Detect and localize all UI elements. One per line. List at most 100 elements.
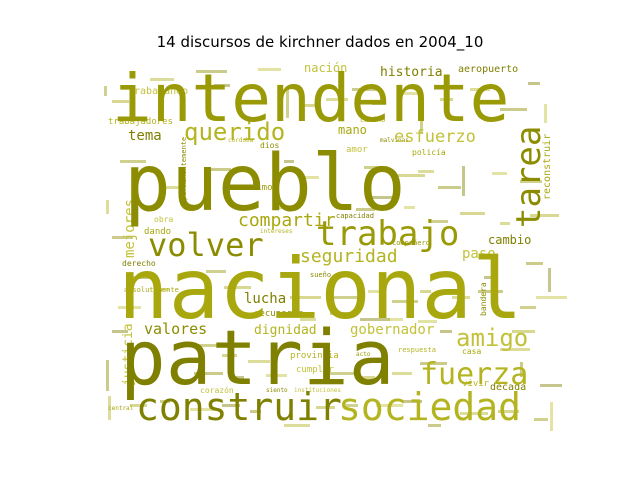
word-pueblo: pueblo xyxy=(124,139,406,229)
filler-mark xyxy=(372,102,386,105)
filler-mark xyxy=(500,108,527,111)
word-trabajo: trabajo xyxy=(316,214,459,254)
filler-mark xyxy=(300,318,316,321)
word-derecho: derecho xyxy=(122,259,156,268)
filler-mark xyxy=(460,412,488,415)
filler-mark xyxy=(194,372,223,375)
filler-mark xyxy=(550,402,553,431)
filler-mark xyxy=(478,290,503,293)
word-tarea: tarea xyxy=(509,126,549,228)
word-seguridad: seguridad xyxy=(300,246,398,267)
filler-mark xyxy=(364,166,388,169)
filler-mark xyxy=(156,288,169,291)
word-amor: amor xyxy=(346,145,368,155)
filler-mark xyxy=(196,344,226,347)
filler-mark xyxy=(402,400,422,403)
filler-mark xyxy=(520,306,536,309)
filler-mark xyxy=(368,290,385,293)
filler-mark xyxy=(196,70,227,73)
word-reconstruir: reconstruir xyxy=(542,134,553,200)
word-recuperar: recuperar xyxy=(254,309,303,319)
filler-mark xyxy=(316,406,335,409)
filler-mark xyxy=(372,196,398,199)
word-dando: dando xyxy=(144,227,171,237)
word-policía: policía xyxy=(412,148,446,157)
filler-mark xyxy=(112,330,128,333)
filler-mark xyxy=(540,384,562,387)
filler-mark xyxy=(420,290,431,293)
filler-mark xyxy=(548,268,551,292)
word-cariño: cariño xyxy=(360,116,385,124)
filler-mark xyxy=(330,312,353,315)
word-absolutamente: absolutamente xyxy=(124,286,179,294)
word-casa: casa xyxy=(462,347,481,356)
filler-mark xyxy=(470,88,490,91)
filler-mark xyxy=(440,98,453,101)
word-paso: paso xyxy=(462,246,496,262)
filler-mark xyxy=(214,84,230,87)
word-vivir: vivir xyxy=(462,379,490,389)
word-patria: patria xyxy=(120,313,395,402)
word-corazón: corazón xyxy=(200,385,234,395)
filler-mark xyxy=(290,296,321,299)
filler-mark xyxy=(526,262,543,265)
word-volver: volver xyxy=(148,226,264,264)
filler-texture xyxy=(104,68,567,431)
filler-mark xyxy=(248,360,270,363)
word-respuesta: respuesta xyxy=(398,346,436,354)
word-trabajadores: trabajadores xyxy=(108,117,173,127)
filler-mark xyxy=(150,170,161,173)
filler-mark xyxy=(150,78,174,81)
filler-mark xyxy=(420,106,423,134)
filler-mark xyxy=(462,166,465,196)
filler-mark xyxy=(500,222,510,225)
filler-mark xyxy=(534,418,548,421)
filler-mark xyxy=(250,410,261,413)
word-provincia: provincia xyxy=(290,351,339,361)
word-dignidad: dignidad xyxy=(254,323,317,338)
filler-mark xyxy=(230,376,244,379)
filler-mark xyxy=(128,276,156,279)
filler-mark xyxy=(206,168,231,171)
filler-mark xyxy=(224,286,251,289)
filler-mark xyxy=(520,180,542,183)
word-siento: siento xyxy=(266,387,288,394)
filler-mark xyxy=(326,98,348,101)
word-sociedad: sociedad xyxy=(338,385,521,429)
filler-mark xyxy=(352,88,381,91)
filler-mark xyxy=(388,318,403,321)
filler-mark xyxy=(520,362,523,377)
word-nación: nación xyxy=(304,61,347,75)
filler-mark xyxy=(356,208,375,211)
filler-mark xyxy=(512,330,535,333)
word-bandera: bandera xyxy=(479,282,488,316)
filler-mark xyxy=(452,296,470,299)
filler-mark xyxy=(536,296,567,299)
word-malvinas: malvinas xyxy=(380,137,409,144)
filler-mark xyxy=(302,176,319,179)
filler-mark xyxy=(104,86,107,96)
filler-mark xyxy=(544,104,547,123)
filler-mark xyxy=(206,270,226,273)
word-querido: querido xyxy=(184,118,285,146)
filler-mark xyxy=(346,404,358,407)
filler-mark xyxy=(440,330,452,333)
filler-mark xyxy=(222,354,237,357)
word-dios: dios xyxy=(260,141,279,150)
word-esfuerzo: esfuerzo xyxy=(394,127,476,147)
word-cumplir: cumplir xyxy=(296,365,335,375)
filler-mark xyxy=(460,212,485,215)
filler-mark xyxy=(284,424,310,427)
filler-mark xyxy=(362,376,375,379)
word-construir: construir xyxy=(136,385,342,429)
word-amigo: amigo xyxy=(456,324,528,352)
word-obra: obra xyxy=(154,215,173,224)
filler-mark xyxy=(498,410,519,413)
filler-mark xyxy=(120,160,146,163)
filler-mark xyxy=(162,186,180,189)
word-trabajando: trabajando xyxy=(128,86,188,97)
filler-mark xyxy=(500,348,530,351)
word-sueño: sueño xyxy=(310,271,331,279)
chart-title: 14 discursos de kirchner dados en 2004_1… xyxy=(156,33,484,51)
